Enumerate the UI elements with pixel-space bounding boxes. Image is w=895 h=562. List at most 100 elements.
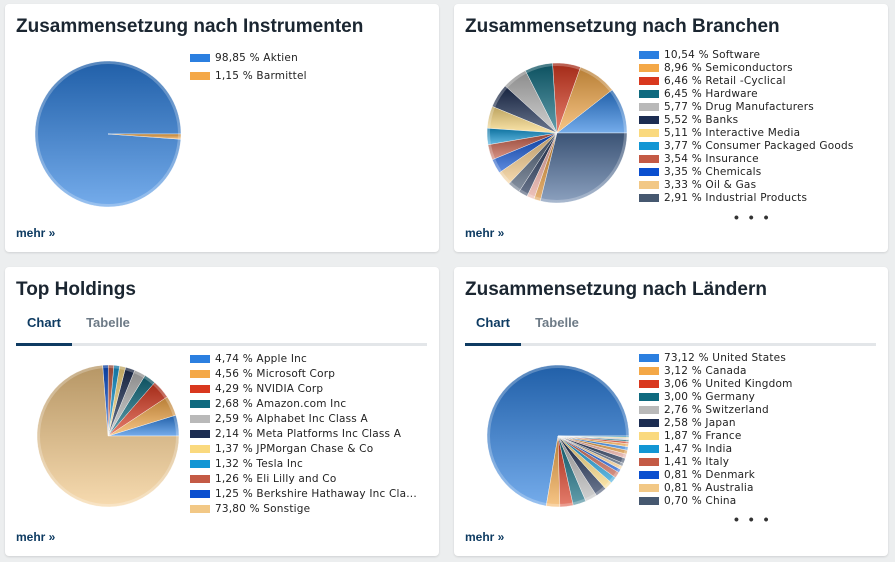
legend-item[interactable]: 6,46 % Retail -Cyclical bbox=[639, 75, 854, 88]
legend-swatch bbox=[190, 355, 210, 363]
legend-item[interactable]: 4,74 % Apple Inc bbox=[190, 352, 417, 367]
legend-item[interactable]: 73,12 % United States bbox=[639, 352, 793, 365]
legend-label: 4,74 % Apple Inc bbox=[215, 353, 307, 365]
legend-label: 2,59 % Alphabet Inc Class A bbox=[215, 413, 368, 425]
legend-item[interactable]: 2,14 % Meta Platforms Inc Class A bbox=[190, 427, 417, 442]
legend-label: 98,85 % Aktien bbox=[215, 52, 298, 64]
legend-item[interactable]: 73,80 % Sonstige bbox=[190, 502, 417, 517]
legend-swatch bbox=[639, 432, 659, 440]
legend-item[interactable]: 2,59 % Alphabet Inc Class A bbox=[190, 412, 417, 427]
pie-ring bbox=[487, 63, 627, 203]
legend-label: 1,32 % Tesla Inc bbox=[215, 458, 304, 470]
pie-slice-1[interactable] bbox=[486, 364, 630, 507]
legend-label: 1,26 % Eli Lilly and Co bbox=[215, 473, 337, 485]
legend-label: 3,33 % Oil & Gas bbox=[664, 179, 757, 191]
pie-slice-other-10[interactable] bbox=[557, 435, 630, 438]
legend-item[interactable]: 1,15 % Barmittel bbox=[190, 67, 307, 85]
legend-item[interactable]: 1,41 % Italy bbox=[639, 456, 793, 469]
instruments-title: Zusammensetzung nach Instrumenten bbox=[16, 16, 364, 37]
tab-table[interactable]: Tabelle bbox=[535, 315, 579, 330]
legend-label: 0,70 % China bbox=[664, 495, 737, 507]
legend-item[interactable]: 0,81 % Denmark bbox=[639, 469, 793, 482]
legend-label: 4,29 % NVIDIA Corp bbox=[215, 383, 324, 395]
tab-chart[interactable]: Chart bbox=[465, 315, 521, 346]
legend-swatch bbox=[639, 471, 659, 479]
legend-item[interactable]: 98,85 % Aktien bbox=[190, 49, 307, 67]
legend-item[interactable]: 3,06 % United Kingdom bbox=[639, 378, 793, 391]
tab-chart[interactable]: Chart bbox=[16, 315, 72, 346]
legend-label: 8,96 % Semiconductors bbox=[664, 62, 793, 74]
more-link[interactable]: mehr » bbox=[465, 530, 505, 544]
holdings-legend: 4,74 % Apple Inc 4,56 % Microsoft Corp 4,2… bbox=[190, 352, 417, 517]
pie-ring bbox=[37, 365, 179, 507]
legend-swatch bbox=[639, 380, 659, 388]
instruments-legend: 98,85 % Aktien 1,15 % Barmittel bbox=[190, 49, 307, 85]
legend-swatch bbox=[639, 406, 659, 414]
legend-swatch bbox=[190, 445, 210, 453]
more-link[interactable]: mehr » bbox=[465, 226, 505, 240]
legend-item[interactable]: 2,58 % Japan bbox=[639, 417, 793, 430]
legend-label: 5,77 % Drug Manufacturers bbox=[664, 101, 814, 113]
legend-label: 4,56 % Microsoft Corp bbox=[215, 368, 336, 380]
legend-item[interactable]: 5,11 % Interactive Media bbox=[639, 127, 854, 140]
legend-swatch bbox=[639, 484, 659, 492]
legend-swatch bbox=[639, 64, 659, 72]
legend-swatch bbox=[639, 116, 659, 124]
instruments-card: Zusammensetzung nach Instrumenten 98,85 … bbox=[5, 4, 439, 252]
legend-label: 2,58 % Japan bbox=[664, 417, 736, 429]
instruments-pie-chart bbox=[34, 60, 182, 208]
legend-item[interactable]: 5,77 % Drug Manufacturers bbox=[639, 101, 854, 114]
legend-item[interactable]: 5,52 % Banks bbox=[639, 114, 854, 127]
more-link[interactable]: mehr » bbox=[16, 226, 56, 240]
legend-item[interactable]: 3,12 % Canada bbox=[639, 365, 793, 378]
legend-item[interactable]: 2,91 % Industrial Products bbox=[639, 192, 854, 205]
legend-label: 0,81 % Australia bbox=[664, 482, 754, 494]
legend-label: 2,14 % Meta Platforms Inc Class A bbox=[215, 428, 402, 440]
legend-swatch bbox=[639, 90, 659, 98]
legend-item[interactable]: 4,29 % NVIDIA Corp bbox=[190, 382, 417, 397]
legend-item[interactable]: 2,68 % Amazon.com Inc bbox=[190, 397, 417, 412]
legend-item[interactable]: 1,87 % France bbox=[639, 430, 793, 443]
legend-item[interactable]: 1,32 % Tesla Inc bbox=[190, 457, 417, 472]
holdings-pie-chart bbox=[36, 364, 180, 508]
legend-item[interactable]: 4,56 % Microsoft Corp bbox=[190, 367, 417, 382]
pie-slice-2[interactable] bbox=[107, 133, 182, 140]
branches-title: Zusammensetzung nach Branchen bbox=[465, 16, 780, 37]
legend-label: 1,41 % Italy bbox=[664, 456, 730, 468]
legend-swatch bbox=[639, 142, 659, 150]
legend-swatch bbox=[639, 194, 659, 202]
legend-swatch bbox=[190, 490, 210, 498]
legend-label: 3,54 % Insurance bbox=[664, 153, 759, 165]
holdings-title: Top Holdings bbox=[16, 279, 136, 300]
legend-item[interactable]: 1,37 % JPMorgan Chase & Co bbox=[190, 442, 417, 457]
legend-swatch bbox=[639, 103, 659, 111]
legend-item[interactable]: 3,33 % Oil & Gas bbox=[639, 179, 854, 192]
legend-swatch bbox=[639, 77, 659, 85]
legend-item[interactable]: 0,70 % China bbox=[639, 495, 793, 508]
legend-swatch bbox=[190, 370, 210, 378]
legend-item[interactable]: 3,35 % Chemicals bbox=[639, 166, 854, 179]
holdings-card: Top Holdings Chart Tabelle 4,74 % Apple … bbox=[5, 267, 439, 556]
legend-item[interactable]: 2,76 % Switzerland bbox=[639, 404, 793, 417]
legend-item[interactable]: 10,54 % Software bbox=[639, 49, 854, 62]
legend-item[interactable]: 3,54 % Insurance bbox=[639, 153, 854, 166]
legend-label: 1,47 % India bbox=[664, 443, 733, 455]
legend-item[interactable]: 6,45 % Hardware bbox=[639, 88, 854, 101]
pie-slice-other-4[interactable] bbox=[540, 132, 628, 204]
pie-ring bbox=[487, 365, 629, 507]
legend-item[interactable]: 8,96 % Semiconductors bbox=[639, 62, 854, 75]
pie-slice-11[interactable] bbox=[36, 364, 180, 508]
legend-label: 3,00 % Germany bbox=[664, 391, 756, 403]
legend-label: 1,87 % France bbox=[664, 430, 742, 442]
legend-swatch bbox=[639, 497, 659, 505]
legend-item[interactable]: 1,25 % Berkshire Hathaway Inc Cla... bbox=[190, 487, 417, 502]
legend-item[interactable]: 0,81 % Australia bbox=[639, 482, 793, 495]
legend-item[interactable]: 1,47 % India bbox=[639, 443, 793, 456]
legend-item[interactable]: 1,26 % Eli Lilly and Co bbox=[190, 472, 417, 487]
tab-table[interactable]: Tabelle bbox=[86, 315, 130, 330]
legend-item[interactable]: 3,77 % Consumer Packaged Goods bbox=[639, 140, 854, 153]
legend-item[interactable]: 3,00 % Germany bbox=[639, 391, 793, 404]
more-link[interactable]: mehr » bbox=[16, 530, 56, 544]
legend-label: 1,37 % JPMorgan Chase & Co bbox=[215, 443, 374, 455]
countries-card: Zusammensetzung nach Ländern Chart Tabel… bbox=[454, 267, 888, 556]
